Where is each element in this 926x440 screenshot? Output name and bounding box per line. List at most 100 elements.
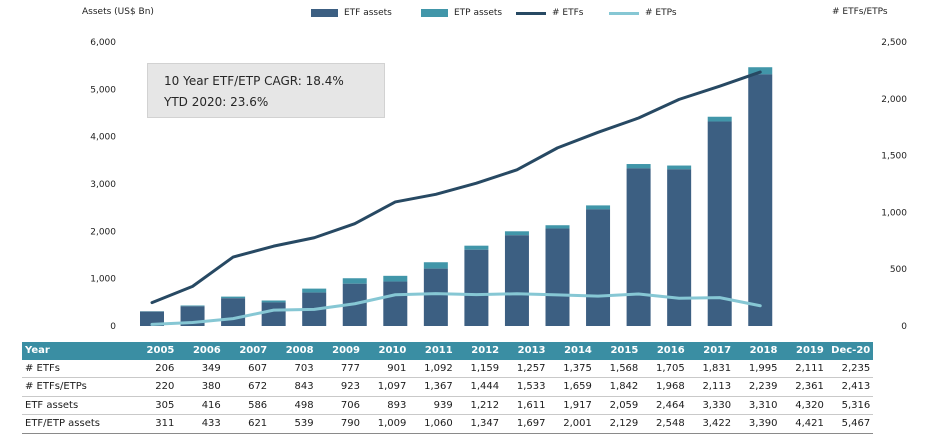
table-cell: 2,113 <box>702 381 732 393</box>
table-cell: 790 <box>340 418 360 430</box>
etf-assets-bar <box>545 228 570 326</box>
table-cell: 2,413 <box>841 381 871 393</box>
table-cell: 1,697 <box>516 418 546 430</box>
etp-assets-bar <box>383 275 408 282</box>
etp-assets-bar <box>423 262 448 269</box>
table-cell: 1,917 <box>563 399 592 411</box>
y-tick-label: 3,000 <box>90 180 116 190</box>
table-header-cell: 2007 <box>239 345 268 357</box>
data-table: Year 2005 2006 2007 2008 2009 2010 2011 … <box>22 342 874 434</box>
table-cell: 893 <box>387 399 407 411</box>
etf-assets-bar <box>586 209 611 326</box>
table-cell: 1,060 <box>424 418 453 430</box>
table-cell: 2,001 <box>563 418 592 430</box>
etp-assets-bar <box>504 231 529 236</box>
table-cell: 206 <box>155 362 175 374</box>
etp-assets-bar <box>545 225 570 229</box>
table-cell: 1,831 <box>702 362 732 374</box>
chart-plot: 0 1,000 2,000 3,000 4,000 5,000 6,000 0 500 1,000… <box>90 38 907 332</box>
etf-assets-bar <box>383 281 408 326</box>
legend-label-etf-assets: ETF assets <box>344 8 392 18</box>
etf-assets-bar <box>707 121 732 327</box>
table-row-label: ETF/ETP assets <box>25 418 101 430</box>
table-cell: 2,464 <box>656 399 685 411</box>
table-cell: 5,316 <box>841 399 871 411</box>
etf-assets-bar <box>748 74 773 326</box>
etp-assets-bar <box>302 288 327 293</box>
table-cell: 5,467 <box>841 418 871 430</box>
table-header-year: Year <box>25 345 50 357</box>
etp-assets-bar <box>707 116 732 122</box>
table-cell: 939 <box>433 399 453 411</box>
table-header-cell: 2014 <box>564 345 592 357</box>
table-header-cell: 2009 <box>332 345 360 357</box>
table-cell: 3,422 <box>702 418 732 430</box>
table-cell: 672 <box>248 381 268 393</box>
table-header-cell: Dec-20 <box>831 345 871 357</box>
table-header-cell: 2015 <box>610 345 639 357</box>
table-cell: 416 <box>201 399 221 411</box>
table-header-cell: 2017 <box>703 345 732 357</box>
table-cell: 703 <box>294 362 314 374</box>
num-etps-line <box>150 292 762 326</box>
legend-swatch-etf-assets <box>311 9 338 17</box>
table-cell: 607 <box>248 362 268 374</box>
table-cell: 349 <box>201 362 221 374</box>
table-cell: 3,390 <box>748 418 778 430</box>
table-cell: 843 <box>294 381 314 393</box>
y2-tick-label: 1,000 <box>881 208 907 218</box>
y-tick-label: 2,000 <box>90 227 116 237</box>
table-cell: 1,533 <box>516 381 546 393</box>
legend-swatch-num-etfs <box>516 11 546 15</box>
etp-assets-bar <box>342 278 367 284</box>
table-header-cell: 2010 <box>378 345 407 357</box>
table-cell: 2,059 <box>609 399 639 411</box>
cagr-annotation-line2: YTD 2020: 23.6% <box>164 95 269 109</box>
table-cell: 1,092 <box>424 362 453 374</box>
table-cell: 2,361 <box>795 381 824 393</box>
table-cell: 1,705 <box>656 362 685 374</box>
table-cell: 1,212 <box>470 399 500 411</box>
table-cell: 3,310 <box>748 399 778 411</box>
table-cell: 433 <box>201 418 221 430</box>
y-tick-label: 6,000 <box>90 38 116 48</box>
table-cell: 621 <box>248 418 268 430</box>
y2-axis-title: # ETFs/ETPs <box>832 7 888 17</box>
table-row-label: # ETFs <box>25 362 60 374</box>
table-cell: 1,444 <box>470 381 500 393</box>
legend-swatch-num-etps <box>609 11 639 15</box>
etf-assets-bar <box>626 168 651 326</box>
table-cell: 1,611 <box>516 399 546 411</box>
table-cell: 2,129 <box>609 418 639 430</box>
etp-assets-bar <box>180 305 205 307</box>
table-cell: 1,097 <box>377 381 407 393</box>
table-row-label: ETF assets <box>25 399 79 411</box>
table-cell: 4,320 <box>795 399 824 411</box>
table-row-label: # ETFs/ETPs <box>25 381 87 393</box>
etf-assets-bar <box>140 311 164 326</box>
table-cell: 2,111 <box>795 362 824 374</box>
etp-assets-bar <box>464 245 489 250</box>
etp-assets-bar <box>667 165 692 170</box>
y2-tick-label: 0 <box>901 322 907 332</box>
table-cell: 1,257 <box>516 362 546 374</box>
table-header-cell: 2011 <box>424 345 453 357</box>
legend-label-etp-assets: ETP assets <box>454 8 503 18</box>
table-cell: 305 <box>155 399 175 411</box>
y2-tick-label: 2,500 <box>881 38 907 48</box>
num-etfs-line <box>150 70 762 305</box>
table-cell: 4,421 <box>795 418 824 430</box>
etf-assets-bar <box>464 249 489 326</box>
table-cell: 311 <box>155 418 175 430</box>
y-tick-label: 1,000 <box>90 275 116 285</box>
table-row: ETF/ETP assets 311 433 621 539 790 1,009… <box>22 415 874 433</box>
table-cell: 901 <box>387 362 407 374</box>
y-tick-label: 0 <box>110 322 116 332</box>
legend-etf-assets: ETF assets <box>311 8 392 18</box>
table-cell: 1,347 <box>470 418 500 430</box>
y2-tick-label: 500 <box>890 265 907 275</box>
table-header-cell: 2008 <box>285 345 314 357</box>
table-cell: 1,568 <box>609 362 639 374</box>
y-tick-label: 5,000 <box>90 85 116 95</box>
table-cell: 1,009 <box>377 418 407 430</box>
